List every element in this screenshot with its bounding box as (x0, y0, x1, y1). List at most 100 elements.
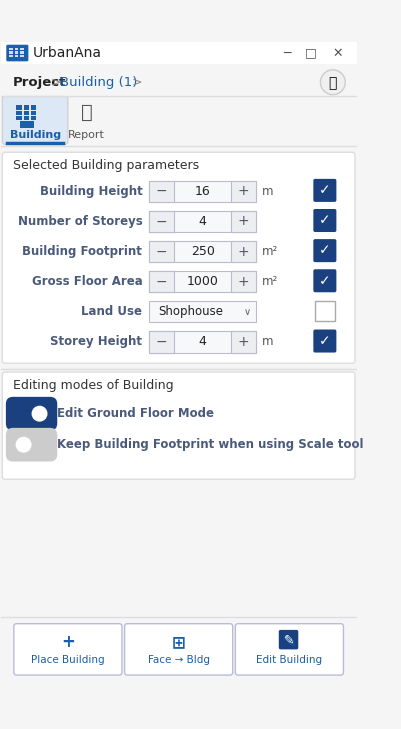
Text: −: − (156, 214, 167, 228)
FancyBboxPatch shape (314, 301, 334, 321)
Text: 4: 4 (198, 215, 206, 228)
FancyBboxPatch shape (124, 624, 232, 675)
FancyBboxPatch shape (230, 331, 255, 353)
FancyBboxPatch shape (312, 209, 336, 232)
Text: m: m (261, 184, 273, 198)
Text: ✓: ✓ (318, 184, 330, 198)
FancyBboxPatch shape (30, 111, 36, 115)
Text: Storey Height: Storey Height (50, 335, 142, 348)
FancyBboxPatch shape (20, 121, 34, 128)
Text: 👤: 👤 (328, 76, 336, 90)
FancyBboxPatch shape (149, 181, 255, 202)
FancyBboxPatch shape (30, 105, 36, 110)
FancyBboxPatch shape (6, 428, 57, 461)
FancyBboxPatch shape (2, 372, 354, 479)
FancyBboxPatch shape (9, 47, 13, 50)
Text: Number of Storeys: Number of Storeys (18, 215, 142, 228)
Circle shape (16, 437, 32, 453)
FancyBboxPatch shape (14, 624, 122, 675)
Text: +: + (237, 214, 249, 228)
FancyBboxPatch shape (149, 241, 174, 262)
Text: Edit Building: Edit Building (256, 655, 322, 665)
Text: ∨: ∨ (243, 307, 250, 317)
FancyBboxPatch shape (15, 55, 18, 58)
Text: Keep Building Footprint when using Scale tool: Keep Building Footprint when using Scale… (57, 438, 363, 451)
Circle shape (32, 406, 47, 421)
Circle shape (320, 70, 344, 95)
Text: 1000: 1000 (186, 275, 218, 288)
Text: □: □ (304, 47, 316, 60)
Text: Face → Bldg: Face → Bldg (147, 655, 209, 665)
FancyBboxPatch shape (20, 55, 24, 58)
FancyBboxPatch shape (149, 241, 255, 262)
FancyBboxPatch shape (149, 331, 255, 353)
FancyBboxPatch shape (16, 111, 22, 115)
Text: −: − (156, 244, 167, 259)
FancyBboxPatch shape (235, 624, 342, 675)
Text: ✓: ✓ (318, 334, 330, 348)
Text: ✓: ✓ (318, 214, 330, 227)
FancyBboxPatch shape (149, 271, 174, 292)
FancyBboxPatch shape (7, 45, 28, 61)
Text: Building (1): Building (1) (60, 76, 137, 89)
FancyBboxPatch shape (230, 271, 255, 292)
FancyBboxPatch shape (16, 105, 22, 110)
Text: 📋: 📋 (81, 103, 92, 122)
FancyBboxPatch shape (230, 181, 255, 202)
Text: >: > (51, 76, 61, 89)
Text: Shophouse: Shophouse (158, 305, 223, 319)
Text: Editing modes of Building: Editing modes of Building (13, 379, 173, 391)
Text: Report: Report (68, 130, 105, 139)
Text: Project: Project (13, 76, 66, 89)
FancyBboxPatch shape (312, 239, 336, 262)
Text: 4: 4 (198, 335, 206, 348)
FancyBboxPatch shape (24, 105, 29, 110)
FancyBboxPatch shape (16, 116, 22, 120)
FancyBboxPatch shape (0, 617, 356, 687)
Text: 16: 16 (194, 184, 210, 198)
FancyBboxPatch shape (9, 55, 13, 58)
FancyBboxPatch shape (15, 51, 18, 54)
FancyBboxPatch shape (9, 51, 13, 54)
FancyBboxPatch shape (2, 152, 354, 363)
Text: Selected Building parameters: Selected Building parameters (13, 159, 198, 172)
Text: −: − (156, 275, 167, 289)
FancyBboxPatch shape (149, 271, 255, 292)
Text: Place Building: Place Building (31, 655, 104, 665)
Text: +: + (237, 244, 249, 259)
Text: m: m (261, 335, 273, 348)
FancyBboxPatch shape (24, 116, 29, 120)
Text: ✕: ✕ (331, 47, 342, 60)
Text: 250: 250 (190, 245, 214, 258)
FancyBboxPatch shape (230, 241, 255, 262)
Text: ─: ─ (282, 47, 290, 60)
Text: +: + (237, 184, 249, 198)
FancyBboxPatch shape (15, 47, 18, 50)
Text: Edit Ground Floor Mode: Edit Ground Floor Mode (57, 408, 214, 420)
FancyBboxPatch shape (2, 96, 68, 144)
FancyBboxPatch shape (149, 331, 174, 353)
FancyBboxPatch shape (24, 111, 29, 115)
Text: Building: Building (10, 130, 61, 139)
Text: UrbanAna: UrbanAna (32, 46, 101, 60)
Text: −: − (156, 335, 167, 349)
Text: Building Footprint: Building Footprint (22, 245, 142, 258)
FancyBboxPatch shape (30, 116, 36, 120)
FancyBboxPatch shape (312, 269, 336, 292)
FancyBboxPatch shape (312, 330, 336, 353)
FancyBboxPatch shape (6, 397, 57, 431)
FancyBboxPatch shape (149, 301, 255, 322)
FancyBboxPatch shape (20, 47, 24, 50)
FancyBboxPatch shape (149, 211, 174, 232)
Text: ✓: ✓ (318, 243, 330, 257)
Text: ✎: ✎ (282, 634, 296, 651)
Text: ✎: ✎ (284, 634, 294, 647)
Text: ⊞: ⊞ (171, 634, 185, 651)
Text: m²: m² (261, 245, 277, 258)
FancyBboxPatch shape (149, 211, 255, 232)
Text: ✓: ✓ (318, 274, 330, 288)
FancyBboxPatch shape (0, 42, 356, 63)
Text: Gross Floor Area: Gross Floor Area (32, 275, 142, 288)
FancyBboxPatch shape (230, 211, 255, 232)
FancyBboxPatch shape (149, 181, 174, 202)
